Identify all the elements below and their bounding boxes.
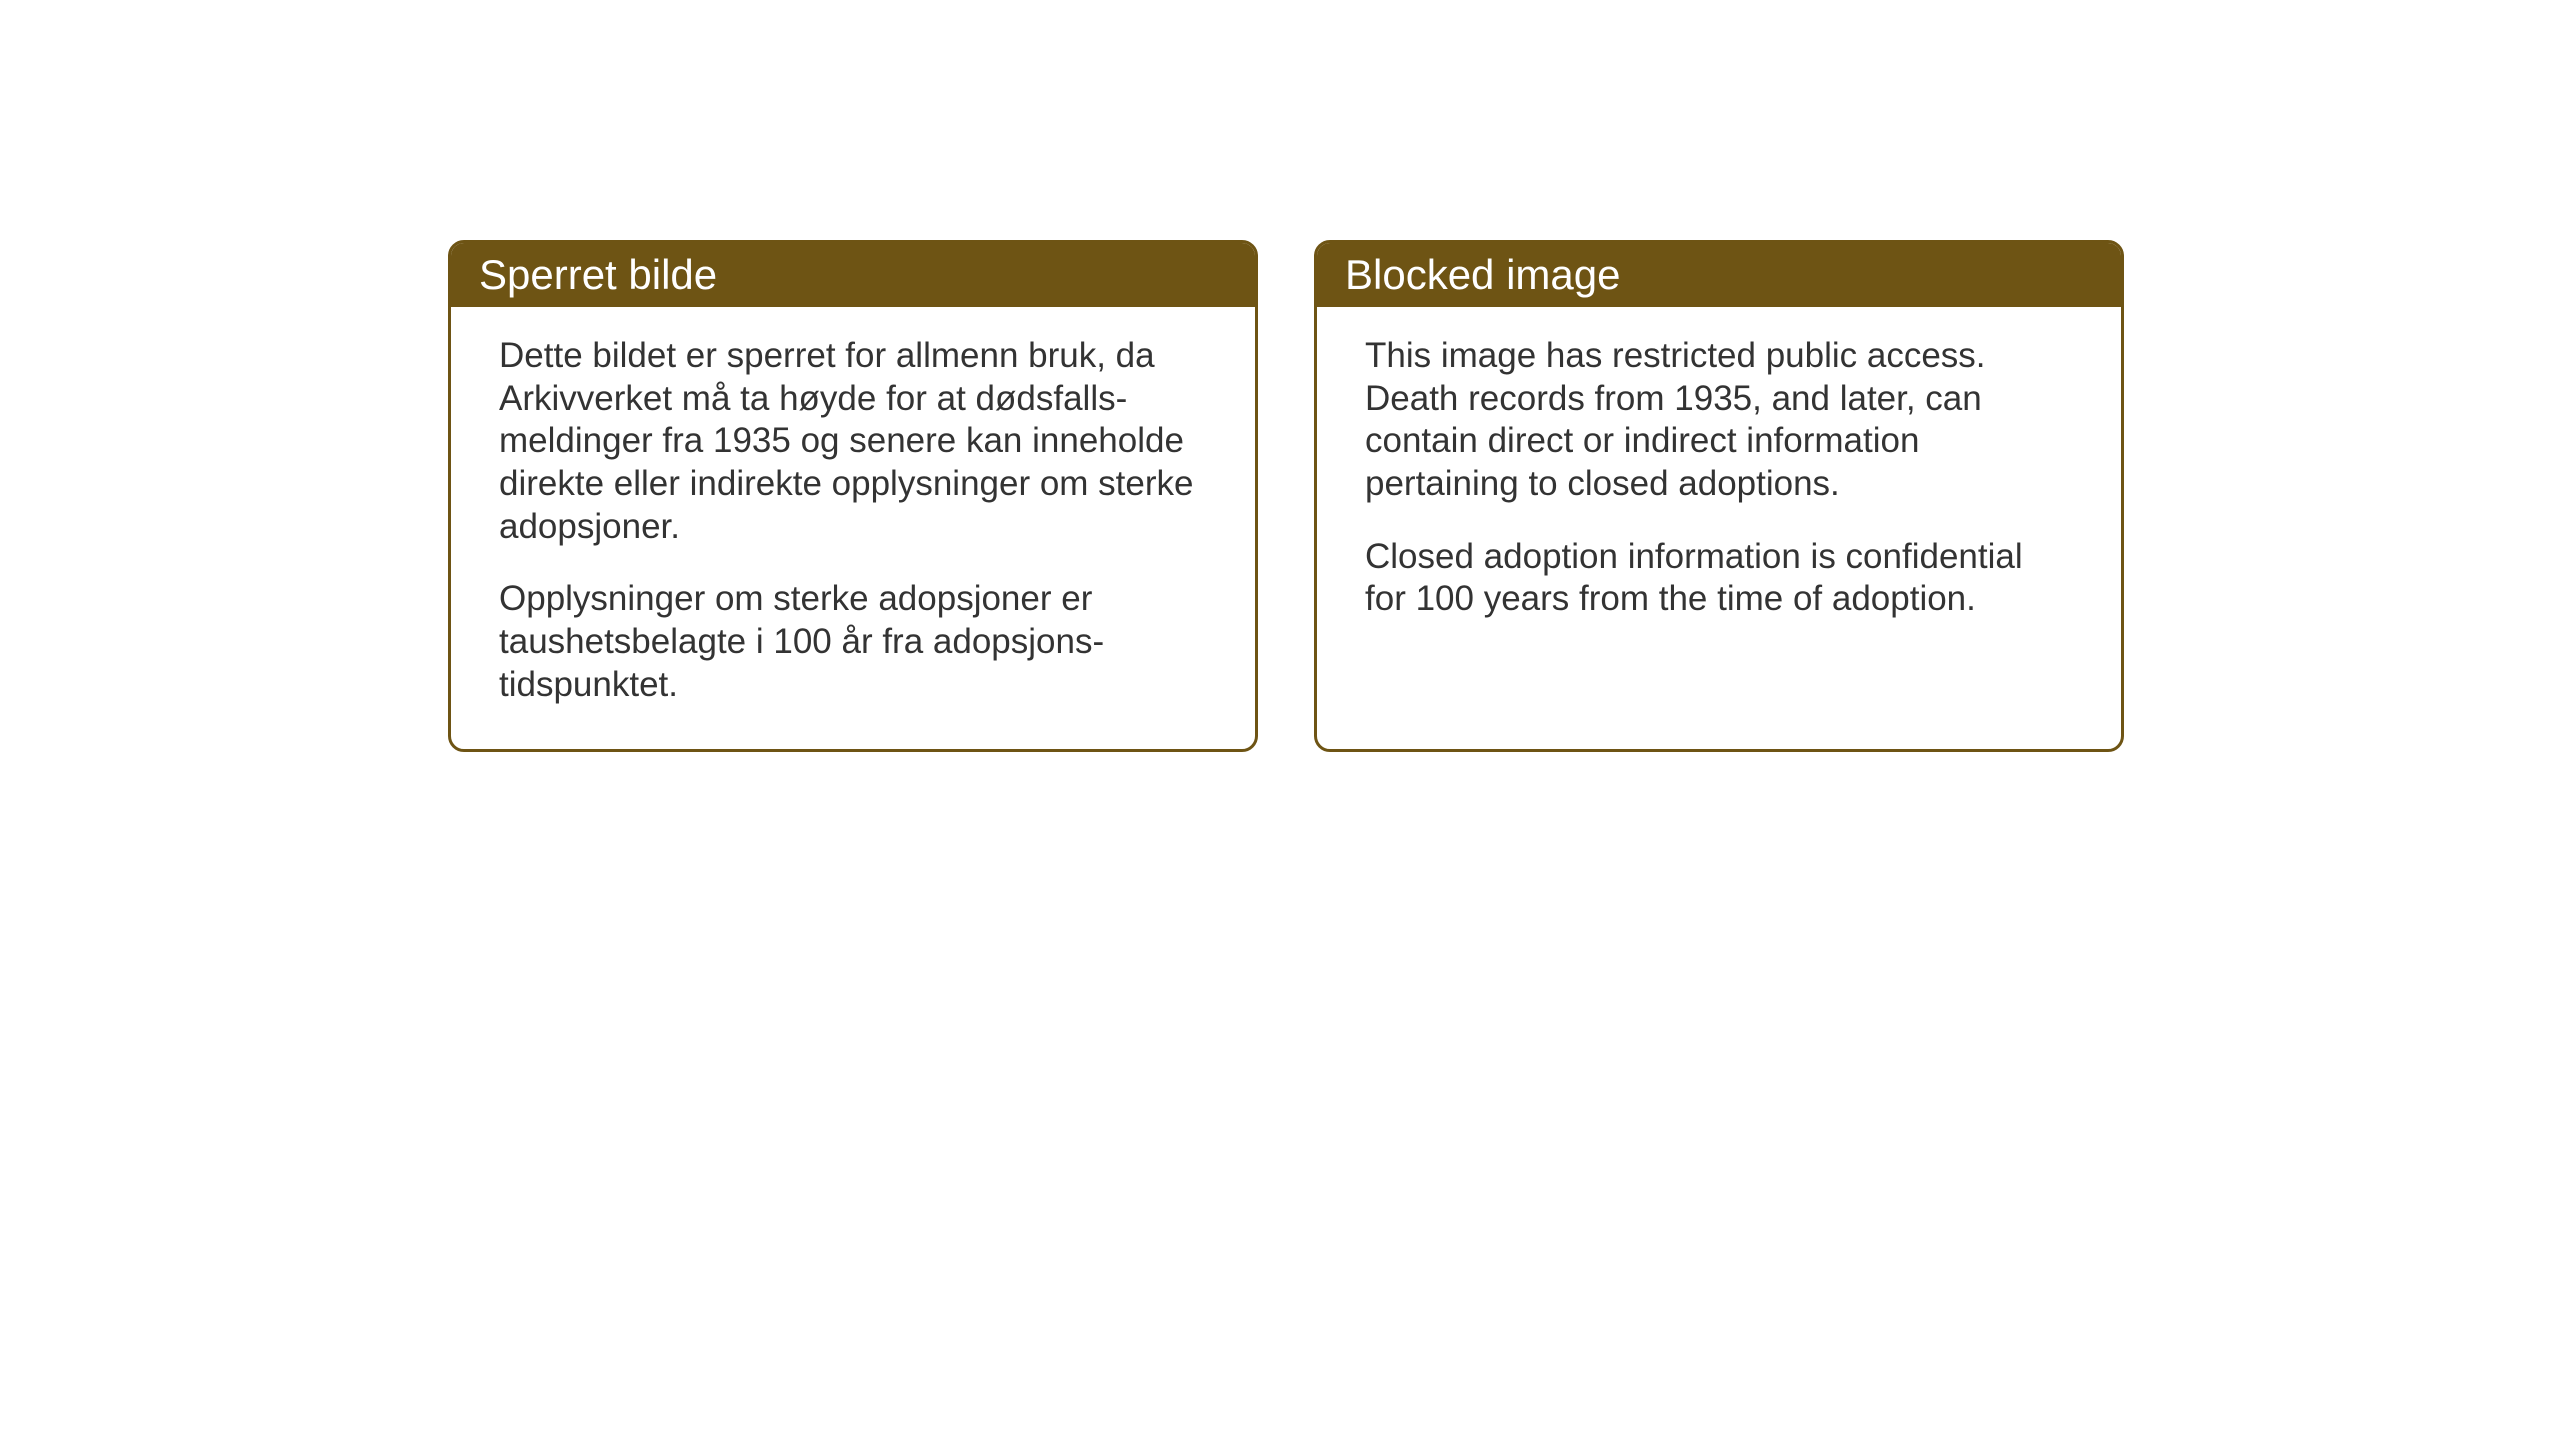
english-card-header: Blocked image [1317, 243, 2121, 307]
notice-container: Sperret bilde Dette bildet er sperret fo… [448, 240, 2124, 752]
english-card-title: Blocked image [1345, 251, 1620, 298]
norwegian-card-title: Sperret bilde [479, 251, 717, 298]
english-paragraph-1: This image has restricted public access.… [1365, 335, 2073, 506]
norwegian-card-header: Sperret bilde [451, 243, 1255, 307]
english-paragraph-2: Closed adoption information is confident… [1365, 536, 2073, 621]
norwegian-card-body: Dette bildet er sperret for allmenn bruk… [451, 307, 1255, 747]
norwegian-paragraph-1: Dette bildet er sperret for allmenn bruk… [499, 335, 1207, 548]
norwegian-notice-card: Sperret bilde Dette bildet er sperret fo… [448, 240, 1258, 752]
norwegian-paragraph-2: Opplysninger om sterke adopsjoner er tau… [499, 578, 1207, 706]
english-notice-card: Blocked image This image has restricted … [1314, 240, 2124, 752]
english-card-body: This image has restricted public access.… [1317, 307, 2121, 661]
